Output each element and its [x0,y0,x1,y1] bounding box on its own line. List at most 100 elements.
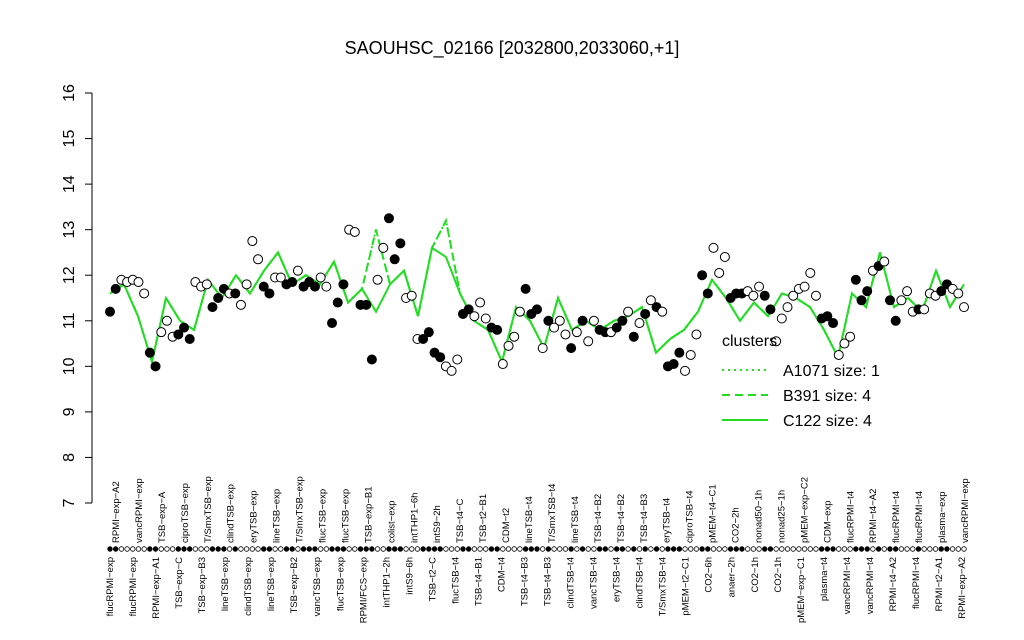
sample-label: pMEM−exp−C2 [799,477,810,543]
rug-dot [317,546,324,552]
sample-point [702,288,713,299]
rug-dot [574,546,580,552]
rug-dot [699,546,705,552]
rug-dot [773,546,779,552]
sample-point [884,295,895,306]
legend-label: A1071 size: 1 [783,363,880,380]
sample-point [765,304,776,315]
rug-dot [420,546,426,552]
rug-dot [887,546,893,552]
sample-label: TSB−t4−B2 [593,494,604,543]
rug-dot [295,546,301,552]
sample-label: TSB−t2−C [427,557,438,601]
sample-label: CDM−exp [822,501,833,544]
sample-label: vancRPMI−t4 [842,557,853,614]
rug-dot [471,546,478,552]
y-tick-label: 12 [61,266,78,284]
sample-point [253,254,264,265]
sample-point [389,254,400,265]
rug-dot [204,546,210,552]
sample-point [258,281,269,292]
sample-point [850,274,861,285]
sample-point [520,283,531,294]
rug-dot [391,546,398,552]
sample-point [435,352,446,363]
rug-dot [716,546,722,552]
rug-dot [465,546,472,552]
sample-point [173,329,184,340]
sample-point [423,327,434,338]
sample-label: CO2−1h [750,557,761,593]
sample-point [680,365,691,376]
rug-dot [443,546,449,552]
sample-label: lineTSB−exp [220,557,231,611]
rug-dot [676,546,683,552]
rug-dot [949,546,956,552]
sample-point [554,315,565,326]
sample-point [338,279,349,290]
rug-dot [323,546,330,552]
rug-dot [124,546,130,552]
rug-dot [164,546,170,552]
sample-point [571,327,582,338]
sample-point [697,270,708,281]
rug-dot [870,546,876,552]
sample-point [110,283,121,294]
sample-point [361,299,372,310]
rug-dot [858,546,865,552]
sample-label: TSB−exp−B3 [197,557,208,614]
sample-point [856,295,867,306]
sample-point [492,324,503,335]
rug-dot [340,546,347,552]
y-tick-label: 15 [61,130,78,148]
rug-dot [198,546,204,552]
rug-dot [750,546,757,552]
sample-point [452,354,463,365]
sample-point [577,315,588,326]
sample-label: nonad50−1h [753,490,764,543]
sample-label: TSB−t4−B3 [543,557,554,606]
sample-label: flucRPMI−t4 [914,491,925,543]
sample-point [748,290,759,301]
sample-point [862,286,873,297]
rug-dot [938,546,944,552]
sample-label: T/SmxTSB−exp [295,476,306,543]
rug-dot [426,546,432,552]
rug-dot [112,546,119,552]
rug-dot [779,546,785,552]
sample-label: intTHP1−2h [381,557,392,607]
sample-point [799,281,810,292]
rug-dot [608,546,614,552]
rug-dot [300,546,307,552]
sample-point [771,336,782,347]
legend-label: B391 size: 4 [783,388,871,405]
sample-label: TSB−exp−B1 [363,486,374,543]
y-tick-label: 13 [61,221,78,239]
sample-point [611,322,622,333]
rug-dot [727,546,734,552]
rug-dot [807,546,813,552]
rug-dot [659,546,665,552]
rug-dot [477,546,483,552]
sample-point [230,288,241,299]
rug-dot [722,546,728,552]
rug-dot [682,546,688,552]
rug-dot [762,546,768,552]
sample-label: anaer−2h [727,557,738,597]
sample-label: eryTSB−t4 [612,557,623,602]
rug-dot [904,546,910,552]
sample-point [640,308,651,319]
sample-point [896,295,907,306]
rug-dot [505,546,512,552]
sample-label: flucRPMI−exp [128,557,139,616]
rug-dot [346,546,352,552]
sample-label: flucTSB−exp [318,489,329,543]
rug-dot [562,546,569,552]
sample-label: lineTSB−exp [272,489,283,543]
rug-dot [169,546,176,552]
rug-dot [665,546,671,552]
rug-dot [403,546,409,552]
rug-dot [841,546,848,552]
rug-dot [813,546,819,552]
rug-dot [283,546,290,552]
